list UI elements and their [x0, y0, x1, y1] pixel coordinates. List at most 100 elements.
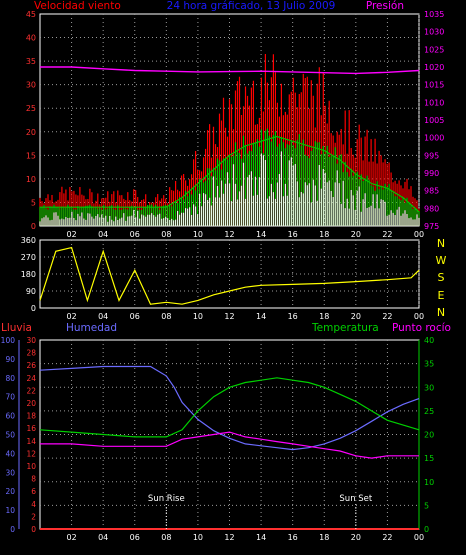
- pressure-y-tick: 985: [424, 187, 439, 196]
- pressure-y-tick: 1030: [424, 28, 444, 37]
- wind-minimum-bars: [39, 151, 420, 226]
- rain-y-tick: 80: [5, 374, 15, 383]
- rain-y-tick: 100: [1, 336, 16, 345]
- compass-letter: N: [437, 237, 445, 250]
- wind-x-tick: 06: [130, 230, 140, 239]
- humidity-y-tick: 30: [26, 336, 36, 345]
- temperature-series-layer: [39, 365, 420, 530]
- rain-y-tick: 50: [5, 431, 15, 440]
- temperature-y-tick: 25: [424, 407, 434, 416]
- humidity-y-tick: 0: [31, 525, 36, 534]
- temperature-line: [39, 377, 420, 438]
- wind-average-line: [40, 135, 420, 213]
- wind-x-tick: 18: [319, 230, 329, 239]
- humidity-y-tick: 2: [31, 512, 36, 521]
- pressure-y-tick: 980: [424, 204, 439, 213]
- sunset-label: Sun Set: [339, 494, 372, 504]
- wind-x-tick: 10: [193, 230, 203, 239]
- wind-y-tick: 25: [26, 104, 36, 113]
- pressure-y-tick: 1015: [424, 81, 444, 90]
- direction-x-tick: 00: [414, 312, 424, 321]
- humidity-y-tick: 12: [26, 449, 36, 458]
- wind-y-tick: 20: [26, 128, 36, 137]
- humidity-y-tick: 20: [26, 399, 36, 408]
- rain-y-tick: 0: [10, 525, 15, 534]
- chart-date-label: 24 hora gráficado, 13 Julio 2009: [167, 0, 336, 12]
- wind-y-tick: 0: [31, 222, 36, 231]
- rain-y-tick: 30: [5, 468, 15, 477]
- wind-x-tick: 12: [224, 230, 234, 239]
- temp-x-tick: 08: [161, 533, 171, 542]
- pressure-y-tick: 1010: [424, 98, 444, 107]
- wind-y-tick: 30: [26, 81, 36, 90]
- wind-y-tick: 15: [26, 151, 36, 160]
- temperature-y-tick: 40: [424, 336, 434, 345]
- humidity-y-tick: 24: [26, 374, 36, 383]
- humidity-y-tick: 18: [26, 412, 36, 421]
- compass-letter: W: [436, 254, 447, 267]
- pressure-y-tick: 1025: [424, 45, 444, 54]
- humidity-y-tick: 10: [26, 462, 36, 471]
- humidity-y-tick: 4: [31, 500, 36, 509]
- rain-label: Lluvia: [1, 322, 32, 334]
- direction-x-tick: 20: [351, 312, 361, 321]
- wind-y-tick: 40: [26, 34, 36, 43]
- wind-x-tick: 14: [256, 230, 266, 239]
- temp-x-tick: 22: [382, 533, 392, 542]
- pressure-line: [40, 66, 420, 75]
- temperature-y-tick: 0: [424, 525, 429, 534]
- direction-x-tick: 12: [224, 312, 234, 321]
- wind-x-tick: 22: [382, 230, 392, 239]
- pressure-y-tick: 1005: [424, 116, 444, 125]
- wind-direction-line: [39, 246, 420, 305]
- humidity-y-tick: 22: [26, 386, 36, 395]
- temperature-y-tick: 20: [424, 431, 434, 440]
- direction-x-tick: 10: [193, 312, 203, 321]
- humidity-y-tick: 26: [26, 361, 36, 370]
- temp-x-tick: 10: [193, 533, 203, 542]
- temp-x-tick: 06: [130, 533, 140, 542]
- sunrise-label: Sun Rise: [148, 494, 185, 504]
- humidity-y-tick: 14: [26, 437, 36, 446]
- humidity-y-tick: 16: [26, 424, 36, 433]
- wind-x-tick: 08: [161, 230, 171, 239]
- humidity-y-tick: 8: [31, 475, 36, 484]
- direction-y-tick: 0: [31, 304, 36, 313]
- humidity-y-tick: 6: [31, 487, 36, 496]
- temperature-y-tick: 10: [424, 478, 434, 487]
- tick-labels-layer: 0510152025303540459759809859909951000100…: [1, 10, 445, 542]
- wind-x-tick: 02: [66, 230, 76, 239]
- direction-x-tick: 04: [98, 312, 108, 321]
- temp-x-tick: 14: [256, 533, 266, 542]
- pressure-y-tick: 990: [424, 169, 439, 178]
- humidity-label: Humedad: [66, 322, 117, 334]
- pressure-label: Presión: [366, 0, 404, 12]
- direction-x-tick: 08: [161, 312, 171, 321]
- rain-y-tick: 20: [5, 487, 15, 496]
- direction-x-tick: 16: [288, 312, 298, 321]
- pressure-y-tick: 1000: [424, 134, 444, 143]
- temperature-y-tick: 5: [424, 501, 429, 510]
- temp-x-tick: 02: [66, 533, 76, 542]
- pressure-y-tick: 975: [424, 222, 439, 231]
- wind-y-tick: 35: [26, 57, 36, 66]
- pressure-y-tick: 995: [424, 151, 439, 160]
- compass-letter: N: [437, 306, 445, 319]
- temp-x-tick: 12: [224, 533, 234, 542]
- temperature-y-tick: 35: [424, 360, 434, 369]
- wind-speed-label: Velocidad viento: [34, 0, 121, 12]
- temp-x-tick: 16: [288, 533, 298, 542]
- temperature-y-tick: 30: [424, 383, 434, 392]
- direction-y-tick: 360: [21, 236, 36, 245]
- direction-y-tick: 270: [21, 253, 36, 262]
- humidity-y-tick: 28: [26, 349, 36, 358]
- pressure-y-tick: 1035: [424, 10, 444, 19]
- temperature-label: Temperatura: [311, 322, 379, 334]
- temp-x-tick: 18: [319, 533, 329, 542]
- rain-y-tick: 40: [5, 449, 15, 458]
- temp-x-tick: 00: [414, 533, 424, 542]
- humidity-line: [39, 365, 420, 451]
- compass-letter: E: [438, 289, 445, 302]
- temperature-y-tick: 15: [424, 454, 434, 463]
